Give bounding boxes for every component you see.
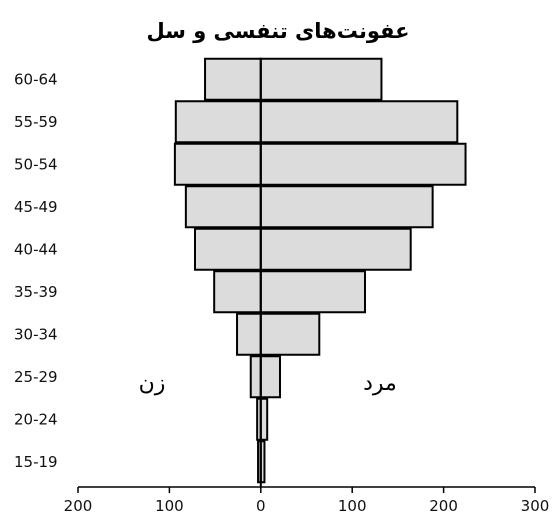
annotation-male-label: مرد [363,371,397,396]
bar-female-50-54 [173,142,262,186]
y-tick-label: 50-54 [14,155,58,173]
y-tick-label: 20-24 [14,410,58,428]
bar-female-40-44 [193,227,262,271]
bar-male-50-54 [259,142,467,186]
y-tick-label: 25-29 [14,368,58,386]
bar-male-45-49 [259,185,434,229]
x-tick-label: 200 [64,497,93,515]
x-tick-label: 200 [429,497,458,515]
bar-female-30-34 [236,312,262,356]
x-tick-label: 100 [338,497,367,515]
y-tick-label: 40-44 [14,240,58,258]
annotation-female-label: زن [139,371,166,396]
bar-female-55-59 [174,100,262,144]
bars-layer [173,57,467,484]
y-tick-label: 45-49 [14,198,58,216]
bar-female-35-39 [213,270,262,314]
bar-female-45-49 [184,185,262,229]
bar-male-30-34 [259,312,321,356]
x-tick-label: 0 [256,497,266,515]
bar-male-60-64 [259,57,383,101]
y-tick-label: 15-19 [14,453,58,471]
labels-layer: 15-19 20-24 25-29 30-34 35-39 40-44 45-49 50-54… [14,70,549,515]
bar-male-40-44 [259,227,412,271]
y-tick-label: 60-64 [14,70,58,88]
bar-male-25-29 [259,355,281,399]
x-tick-label: 300 [521,497,550,515]
bar-male-35-39 [259,270,366,314]
x-tick-label: 100 [155,497,184,515]
bar-female-60-64 [204,57,262,101]
y-tick-label: 55-59 [14,113,58,131]
y-tick-label: 35-39 [14,283,58,301]
bar-male-55-59 [259,100,459,144]
axis-layer [77,58,536,493]
chart-title: عفونت‌های تنفسی و سل [146,19,409,43]
bar-female-25-29 [249,355,262,399]
y-tick-label: 30-34 [14,325,58,343]
